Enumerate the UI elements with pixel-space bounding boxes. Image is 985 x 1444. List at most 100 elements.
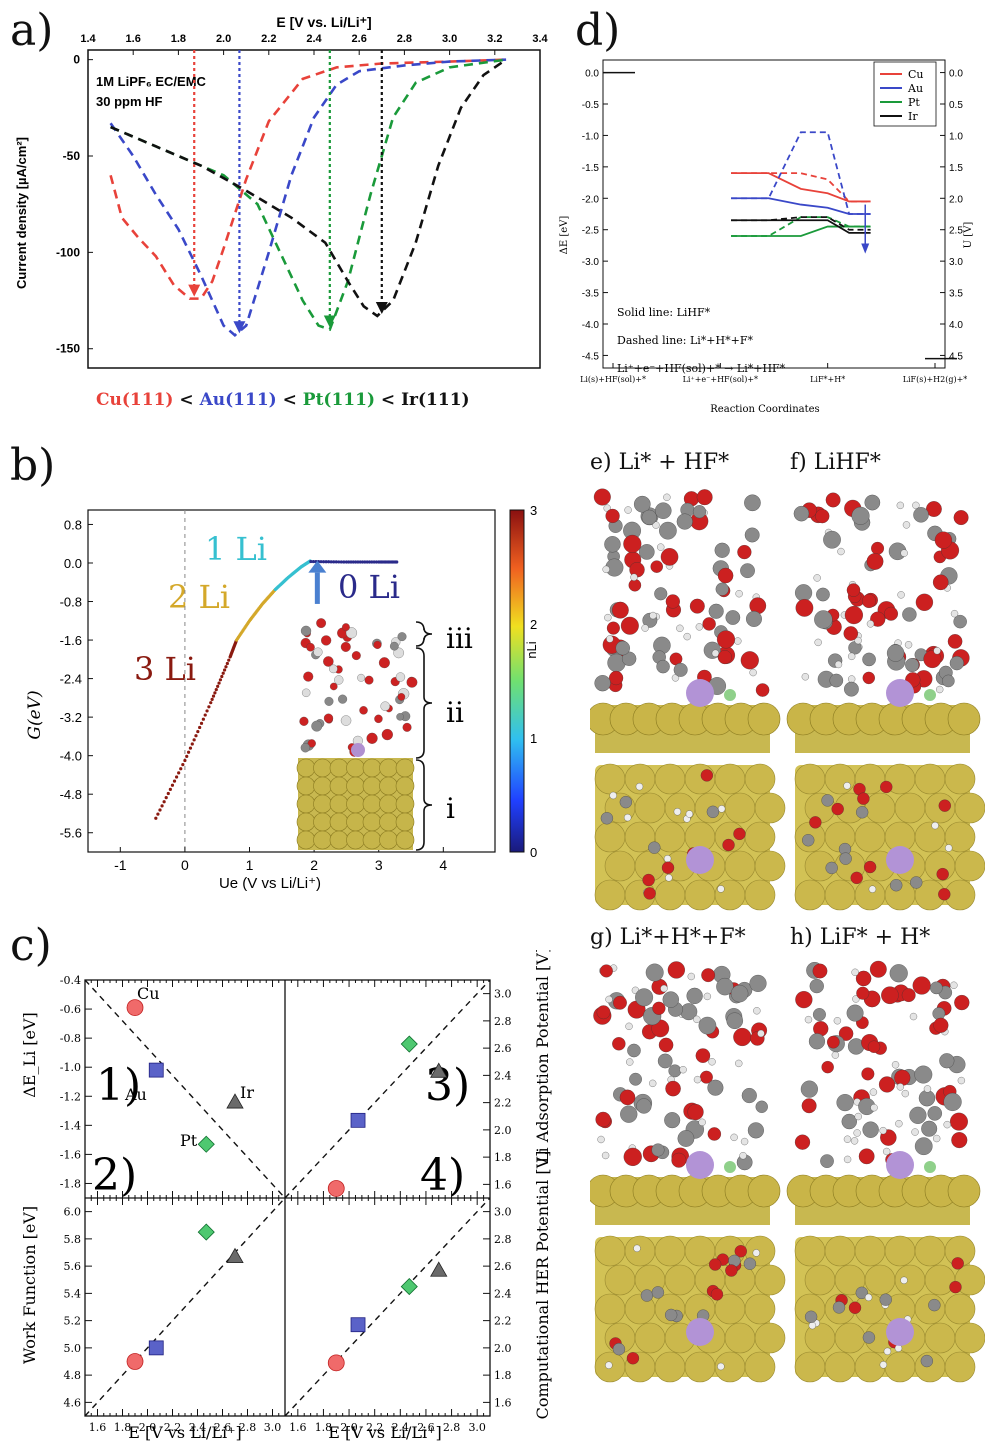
panel-h-molecule-atom xyxy=(867,1040,881,1053)
panel-g-f-atom xyxy=(724,1161,736,1173)
panel-f-molecule-atom xyxy=(844,606,863,625)
panel-g-molecule-atom xyxy=(707,1079,724,1096)
panel-h-molecule-atom xyxy=(826,1035,840,1049)
y-tick-label: 2.2 xyxy=(494,1315,512,1328)
panel-g-molecule-atom xyxy=(695,1048,711,1063)
panel-g-top-molecule-atom xyxy=(743,1257,757,1270)
y-tick-label: 1.6 xyxy=(494,1178,512,1191)
y-tick-label: 2.4 xyxy=(494,1287,512,1300)
panel-f-molecule-atom xyxy=(861,594,876,609)
y-tick-label: -100 xyxy=(56,245,80,259)
x-tick-label: 1.8 xyxy=(114,1421,132,1434)
inset-molecule-atom xyxy=(406,676,418,688)
panel-f-molecule-atom xyxy=(815,509,830,524)
series-au-dashed xyxy=(731,131,871,215)
panel-f-molecule-atom xyxy=(923,650,942,669)
right-y-tick-label: 2.5 xyxy=(949,226,963,237)
y-tick-label: 5.2 xyxy=(64,1315,82,1328)
x-tick-label: LiF(s)+H2(g)+* xyxy=(903,375,968,384)
panel-f-molecule-atom xyxy=(854,636,862,645)
data-point xyxy=(209,701,213,705)
panel-e-molecule-atom xyxy=(606,621,620,635)
panel-e-molecule-atom xyxy=(628,578,642,592)
marker-pt xyxy=(197,1135,215,1153)
panel-e-molecule-atom xyxy=(740,651,759,670)
data-point xyxy=(174,775,179,779)
inset-metal-atom xyxy=(329,812,349,832)
panel-h-top-metal-atom xyxy=(954,1322,985,1354)
panel-b-ylabel: G(eV) xyxy=(25,690,45,739)
panel-a-xlabel: E [V vs. Li/Li⁺] xyxy=(276,14,371,30)
marker-cu xyxy=(327,1180,345,1197)
y-tick-label: 1.6 xyxy=(494,1396,512,1409)
panel-h-molecule-atom xyxy=(852,995,860,1003)
panel-e-top-molecule-atom xyxy=(700,769,714,782)
panel-c2-xlabel: E [V vs Li/Li⁺] xyxy=(128,1423,242,1442)
y-tick-label: -0.6 xyxy=(60,1003,81,1016)
data-point xyxy=(222,668,227,672)
y-tick-label: -150 xyxy=(56,342,80,356)
panel-h-molecule-atom xyxy=(943,1120,951,1129)
panel-e-molecule-atom xyxy=(696,489,713,506)
panel-e-top-molecule-atom xyxy=(624,813,632,822)
panel-h-top-molecule-atom xyxy=(949,1280,962,1294)
inset-molecule-atom xyxy=(324,696,334,706)
inset-molecule-atom xyxy=(381,729,393,741)
x-tick-label: 2.4 xyxy=(306,33,322,45)
panel-e-top-metal-atom xyxy=(754,850,786,882)
data-point xyxy=(214,688,218,692)
panel-f-top-molecule-atom xyxy=(821,794,834,807)
inset-molecule-atom xyxy=(338,694,348,704)
panel-d-xlabel: Reaction Coordinates xyxy=(710,404,819,415)
panel-e-molecule-atom xyxy=(611,601,629,619)
panel-h-top-metal-atom xyxy=(824,1351,856,1383)
data-point xyxy=(217,681,221,685)
panel-f-molecule-atom xyxy=(825,492,841,508)
panel-h-top-molecule-atom xyxy=(879,1293,892,1306)
panel-e-molecule-atom xyxy=(604,613,612,622)
inset-metal-atom xyxy=(329,758,349,778)
panel-h-molecule-atom xyxy=(838,1026,854,1041)
y-tick-label: -4.5 xyxy=(582,351,600,362)
panel-g-molecule-atom xyxy=(698,1016,717,1035)
panel-h-f-atom xyxy=(924,1161,936,1173)
series-pt-solid xyxy=(731,225,871,237)
panel-f-molecule-atom xyxy=(846,583,861,597)
panel-h-molecule-atom xyxy=(957,1076,966,1085)
panel-f-molecule-atom xyxy=(950,610,959,618)
panel-f-molecule-atom xyxy=(813,574,821,582)
panel-f-top-metal-atom xyxy=(794,763,826,795)
data-point xyxy=(192,738,196,742)
right-y-tick-label: 3.0 xyxy=(949,257,963,268)
panel-e-molecule-atom xyxy=(702,617,716,631)
panel-g-molecule-atom xyxy=(687,1103,704,1121)
panel-f-top-molecule-atom xyxy=(863,860,877,874)
data-point xyxy=(395,560,399,564)
data-point xyxy=(344,560,349,564)
panel-f-top-molecule-atom xyxy=(945,844,953,852)
panel-e-top-molecule-atom xyxy=(648,841,661,854)
panel-f-top-metal-atom xyxy=(854,821,886,853)
panel-f-molecule-atom xyxy=(884,606,898,621)
panel-f-molecule-atom xyxy=(896,501,904,510)
panel-e-molecule-atom xyxy=(725,610,741,625)
panel-f-top-metal-atom xyxy=(954,792,985,824)
panel-e-molecule-atom xyxy=(717,567,734,584)
marker-ir xyxy=(430,1062,448,1078)
panel-e-molecule-atom xyxy=(689,598,705,614)
panel-h-molecule-atom xyxy=(850,1137,859,1145)
panel-g-top-metal-atom xyxy=(624,1235,656,1267)
panel-a-note-2: 30 ppm HF xyxy=(96,94,163,109)
panel-f-molecule-atom xyxy=(795,584,813,602)
y-tick-label: -4.0 xyxy=(60,749,82,764)
panel-f-molecule-atom xyxy=(814,638,822,647)
inset-molecule-atom xyxy=(351,651,361,661)
panel-c4-ylabel: Computational HER Potential [V] xyxy=(533,1151,552,1420)
y-tick-label: 2.0 xyxy=(494,1124,512,1137)
panel-g-molecule-atom xyxy=(665,1080,681,1097)
data-point xyxy=(342,560,346,564)
data-point xyxy=(224,665,228,669)
annotation-0li: 0 Li xyxy=(338,568,400,606)
panel-e-top-metal-atom xyxy=(724,792,756,824)
inset-molecule-atom xyxy=(300,625,312,637)
